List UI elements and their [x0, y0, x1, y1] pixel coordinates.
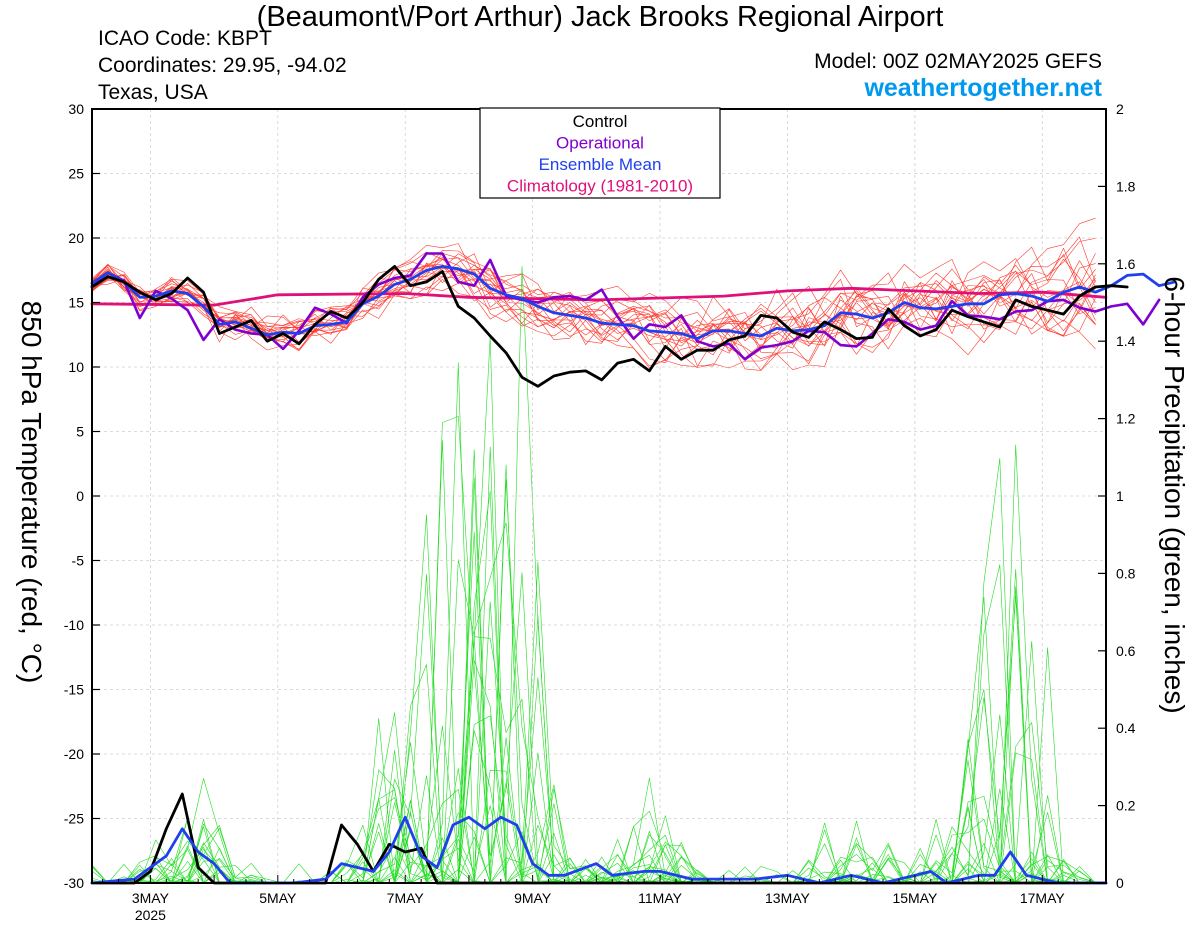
y-axis-left: 30 25 20 15 10 5 0 -5 -10 -15 -20 -25 -30: [64, 101, 100, 891]
precipitation-member-line: [91, 730, 1096, 884]
y-left-tick-label: 15: [68, 295, 84, 311]
y-left-tick-label: 20: [68, 230, 84, 246]
y-left-tick-label: 5: [76, 424, 84, 440]
legend-box: [479, 107, 721, 199]
y-left-tick-label: 10: [68, 359, 84, 375]
legend-item: Control: [573, 112, 628, 131]
grid: [92, 109, 1106, 883]
y-left-tick-label: 25: [68, 166, 84, 182]
precipitation-member-line: [91, 614, 1096, 884]
y-left-tick-label: -15: [64, 682, 84, 698]
model-run: Model: 00Z 02MAY2025 GEFS: [814, 50, 1102, 73]
icao-code: ICAO Code: KBPT: [98, 27, 272, 50]
y-right-tick-label: 2: [1116, 101, 1124, 117]
precipitation-member-line: [91, 446, 1096, 884]
y-right-tick-label: 0.2: [1116, 798, 1136, 814]
main-series: [90, 252, 1177, 885]
x-tick-label: 9MAY: [514, 890, 552, 906]
precipitation-member-line: [91, 573, 1096, 884]
precipitation-member-line: [91, 439, 1096, 884]
precipitation-member-line: [91, 677, 1096, 884]
precipitation-member-line: [91, 479, 1096, 884]
temperature-member-line: [91, 246, 1096, 347]
y-right-tick-label: 1.4: [1116, 333, 1136, 349]
site-link[interactable]: weathertogether.net: [864, 74, 1102, 102]
x-tick-label: 15MAY: [892, 890, 938, 906]
coordinates: Coordinates: 29.95, -94.02: [98, 54, 347, 77]
y-left-tick-label: 30: [68, 101, 84, 117]
legend-item: Climatology (1981-2010): [507, 177, 693, 196]
y-left-tick-label: -5: [72, 553, 85, 569]
y-axis-right: 2 1.8 1.6 1.4 1.2 1 0.8 0.6 0.4 0.2 0: [1098, 101, 1136, 891]
precipitation-member-line: [91, 477, 1096, 884]
legend-item: Ensemble Mean: [539, 155, 662, 174]
precipitation-member-line: [91, 559, 1096, 884]
x-tick-label: 17MAY: [1020, 890, 1066, 906]
temperature-member-line: [91, 258, 1096, 345]
precipitation-member-line: [91, 568, 1096, 884]
y-right-tick-label: 1.2: [1116, 411, 1136, 427]
operational-temperature-line: [90, 252, 1161, 361]
control-temperature-line: [90, 264, 1129, 388]
y-right-tick-label: 0: [1116, 875, 1124, 891]
y-right-tick-label: 1: [1116, 488, 1124, 504]
x-tick-label: 7MAY: [387, 890, 425, 906]
precipitation-member-line: [91, 444, 1096, 884]
control-precipitation-line: [90, 792, 1108, 885]
x-tick-sublabel: 2025: [135, 907, 166, 923]
legend-item: Operational: [556, 134, 644, 153]
ensemble-mean-temperature-line: [90, 264, 1177, 341]
precipitation-member-line: [91, 457, 1096, 884]
precipitation-member-line: [91, 416, 1096, 884]
y-right-tick-label: 0.6: [1116, 643, 1136, 659]
temperature-member-line: [91, 251, 1096, 343]
y-right-tick-label: 0.8: [1116, 565, 1136, 581]
ensemble-precipitation-members: [91, 266, 1096, 884]
precipitation-member-line: [91, 490, 1096, 884]
y-right-tick-label: 1.8: [1116, 178, 1136, 194]
legend: Control Operational Ensemble Mean Climatolo…: [479, 107, 721, 199]
x-tick-label: 3MAY: [132, 890, 170, 906]
y-right-tick-label: 0.4: [1116, 720, 1136, 736]
y-right-tick-label: 1.6: [1116, 256, 1136, 272]
precipitation-member-line: [91, 335, 1096, 884]
x-tick-label: 13MAY: [765, 890, 811, 906]
y-left-tick-label: -25: [64, 811, 84, 827]
precipitation-member-line: [91, 586, 1096, 884]
y-axis-left-label: 850 hPa Temperature (red, °C): [16, 301, 47, 684]
x-tick-label: 5MAY: [259, 890, 297, 906]
y-left-tick-label: 0: [76, 488, 84, 504]
x-tick-label: 11MAY: [638, 890, 682, 906]
chart-title: (Beaumont\/Port Arthur) Jack Brooks Regi…: [256, 1, 944, 33]
climatology-line: [90, 286, 1108, 307]
precipitation-member-line: [91, 362, 1096, 884]
region: Texas, USA: [98, 81, 208, 104]
precipitation-member-line: [91, 522, 1096, 884]
temperature-member-line: [91, 264, 1096, 360]
y-left-tick-label: -20: [64, 746, 84, 762]
y-left-tick-label: -30: [64, 875, 84, 891]
y-left-tick-label: -10: [64, 617, 84, 633]
precipitation-member-line: [91, 266, 1096, 884]
y-axis-right-label: 6-hour Precipitation (green, inches): [1159, 276, 1190, 713]
